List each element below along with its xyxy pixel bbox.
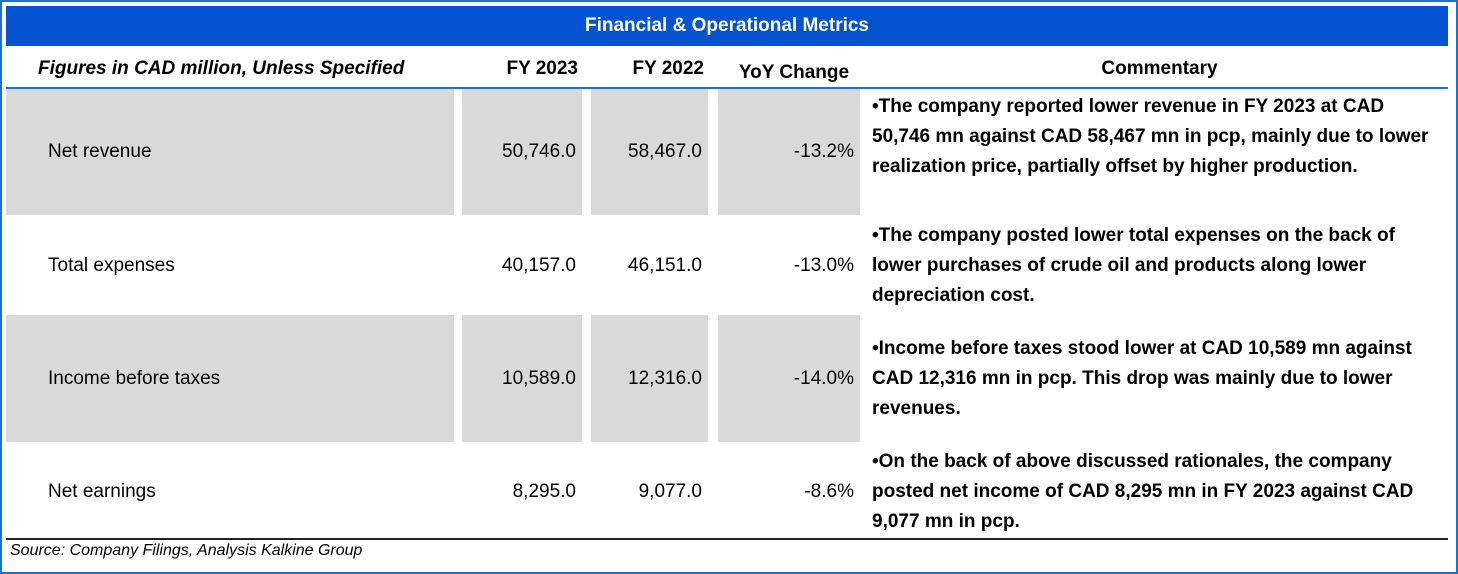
footer-divider — [6, 538, 1448, 540]
header-yoy: YoY Change — [738, 62, 850, 83]
commentary-total-expenses: •The company posted lower total expenses… — [872, 225, 1395, 306]
header-fy2023: FY 2023 — [506, 58, 578, 79]
row-fy2022-net-revenue: 58,467.0 — [591, 89, 708, 215]
row-yoy-total-expenses: -13.0% — [793, 255, 854, 276]
row-fy2023-income-before-taxes: 10,589.0 — [462, 315, 582, 442]
row-fy2022-net-earnings: 9,077.0 — [638, 481, 702, 502]
row-label-net-revenue: Net revenue — [6, 89, 454, 215]
row-yoy-income-before-taxes: -14.0% — [718, 315, 860, 442]
header-fy2022: FY 2022 — [632, 58, 704, 79]
header-commentary: Commentary — [1101, 58, 1218, 79]
row-label-total-expenses: Total expenses — [48, 255, 175, 276]
table-title: Financial & Operational Metrics — [6, 6, 1448, 46]
row-yoy-net-revenue: -13.2% — [718, 89, 860, 215]
commentary-net-earnings: •On the back of above discussed rational… — [872, 451, 1414, 532]
row-fy2022-income-before-taxes: 12,316.0 — [591, 315, 708, 442]
row-label-net-earnings: Net earnings — [48, 481, 156, 502]
header-divider — [6, 87, 1448, 89]
row-yoy-net-earnings: -8.6% — [804, 481, 854, 502]
commentary-net-revenue: •The company reported lower revenue in F… — [872, 96, 1429, 177]
source-note: Source: Company Filings, Analysis Kalkin… — [10, 542, 363, 559]
row-fy2023-net-revenue: 50,746.0 — [462, 89, 582, 215]
row-label-income-before-taxes: Income before taxes — [6, 315, 454, 442]
row-fy2022-total-expenses: 46,151.0 — [628, 255, 702, 276]
row-fy2023-total-expenses: 40,157.0 — [502, 255, 576, 276]
header-metric: Figures in CAD million, Unless Specified — [38, 58, 405, 79]
row-fy2023-net-earnings: 8,295.0 — [512, 481, 576, 502]
commentary-income-before-taxes: •Income before taxes stood lower at CAD … — [872, 338, 1412, 419]
